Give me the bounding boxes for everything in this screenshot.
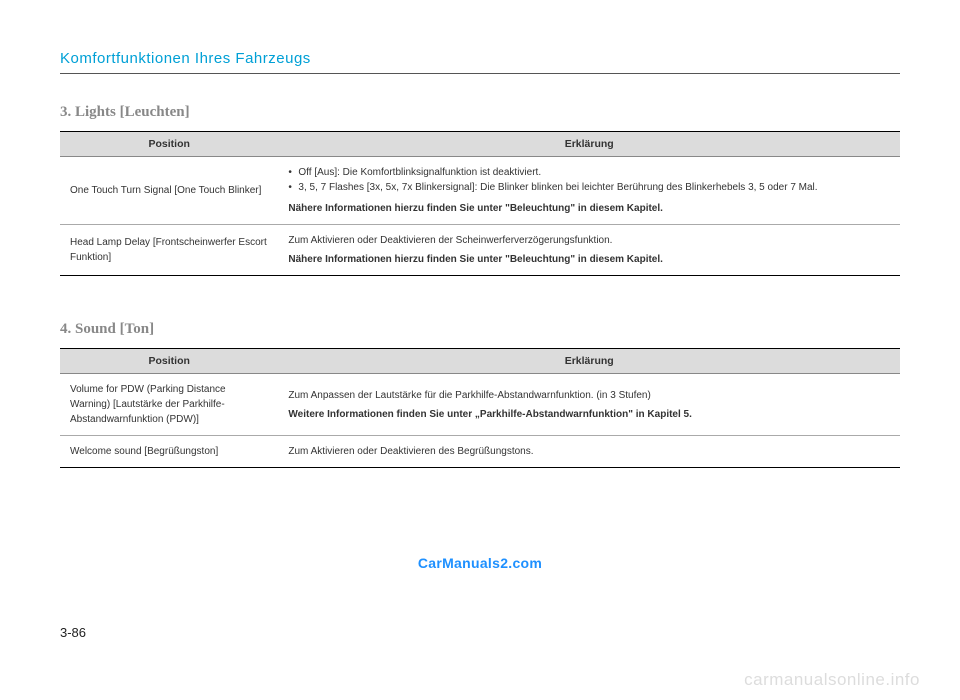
chapter-heading: Komfortfunktionen Ihres Fahrzeugs <box>60 50 900 71</box>
note-text: Nähere Informationen hierzu finden Sie u… <box>288 252 890 267</box>
bullet-item: Off [Aus]: Die Komfortblinksignalfunktio… <box>288 165 890 180</box>
pos-cell: Volume for PDW (Parking Distance Warning… <box>60 374 278 436</box>
col-position: Position <box>60 349 278 374</box>
table-row: One Touch Turn Signal [One Touch Blinker… <box>60 157 900 225</box>
page-number: 3-86 <box>60 625 86 640</box>
lights-table: Position Erklärung One Touch Turn Signal… <box>60 131 900 276</box>
sound-table: Position Erklärung Volume for PDW (Parki… <box>60 348 900 468</box>
pos-cell: Head Lamp Delay [Frontscheinwerfer Escor… <box>60 225 278 276</box>
manual-page: Komfortfunktionen Ihres Fahrzeugs 3. Lig… <box>0 0 960 700</box>
chapter-rule <box>60 73 900 74</box>
desc-text: Zum Aktivieren oder Deaktivieren des Beg… <box>288 444 890 459</box>
col-position: Position <box>60 132 278 157</box>
table-header-row: Position Erklärung <box>60 132 900 157</box>
note-text: Nähere Informationen hierzu finden Sie u… <box>288 201 890 216</box>
exp-cell: Off [Aus]: Die Komfortblinksignalfunktio… <box>278 157 900 225</box>
table-row: Volume for PDW (Parking Distance Warning… <box>60 374 900 436</box>
exp-cell: Zum Aktivieren oder Deaktivieren des Beg… <box>278 436 900 468</box>
note-text: Weitere Informationen finden Sie unter „… <box>288 407 890 422</box>
bullet-list: Off [Aus]: Die Komfortblinksignalfunktio… <box>288 165 890 195</box>
desc-text: Zum Anpassen der Lautstärke für die Park… <box>288 388 890 403</box>
desc-text: Zum Aktivieren oder Deaktivieren der Sch… <box>288 233 890 248</box>
col-explanation: Erklärung <box>278 132 900 157</box>
watermark-gray: carmanualsonline.info <box>744 670 920 690</box>
col-explanation: Erklärung <box>278 349 900 374</box>
pos-cell: One Touch Turn Signal [One Touch Blinker… <box>60 157 278 225</box>
watermark-blue: CarManuals2.com <box>418 555 542 571</box>
exp-cell: Zum Anpassen der Lautstärke für die Park… <box>278 374 900 436</box>
table-row: Head Lamp Delay [Frontscheinwerfer Escor… <box>60 225 900 276</box>
table-header-row: Position Erklärung <box>60 349 900 374</box>
section-3-title: 3. Lights [Leuchten] <box>60 104 900 121</box>
table-row: Welcome sound [Begrüßungston] Zum Aktivi… <box>60 436 900 468</box>
pos-cell: Welcome sound [Begrüßungston] <box>60 436 278 468</box>
exp-cell: Zum Aktivieren oder Deaktivieren der Sch… <box>278 225 900 276</box>
section-4-title: 4. Sound [Ton] <box>60 321 900 338</box>
bullet-item: 3, 5, 7 Flashes [3x, 5x, 7x Blinkersigna… <box>288 180 890 195</box>
